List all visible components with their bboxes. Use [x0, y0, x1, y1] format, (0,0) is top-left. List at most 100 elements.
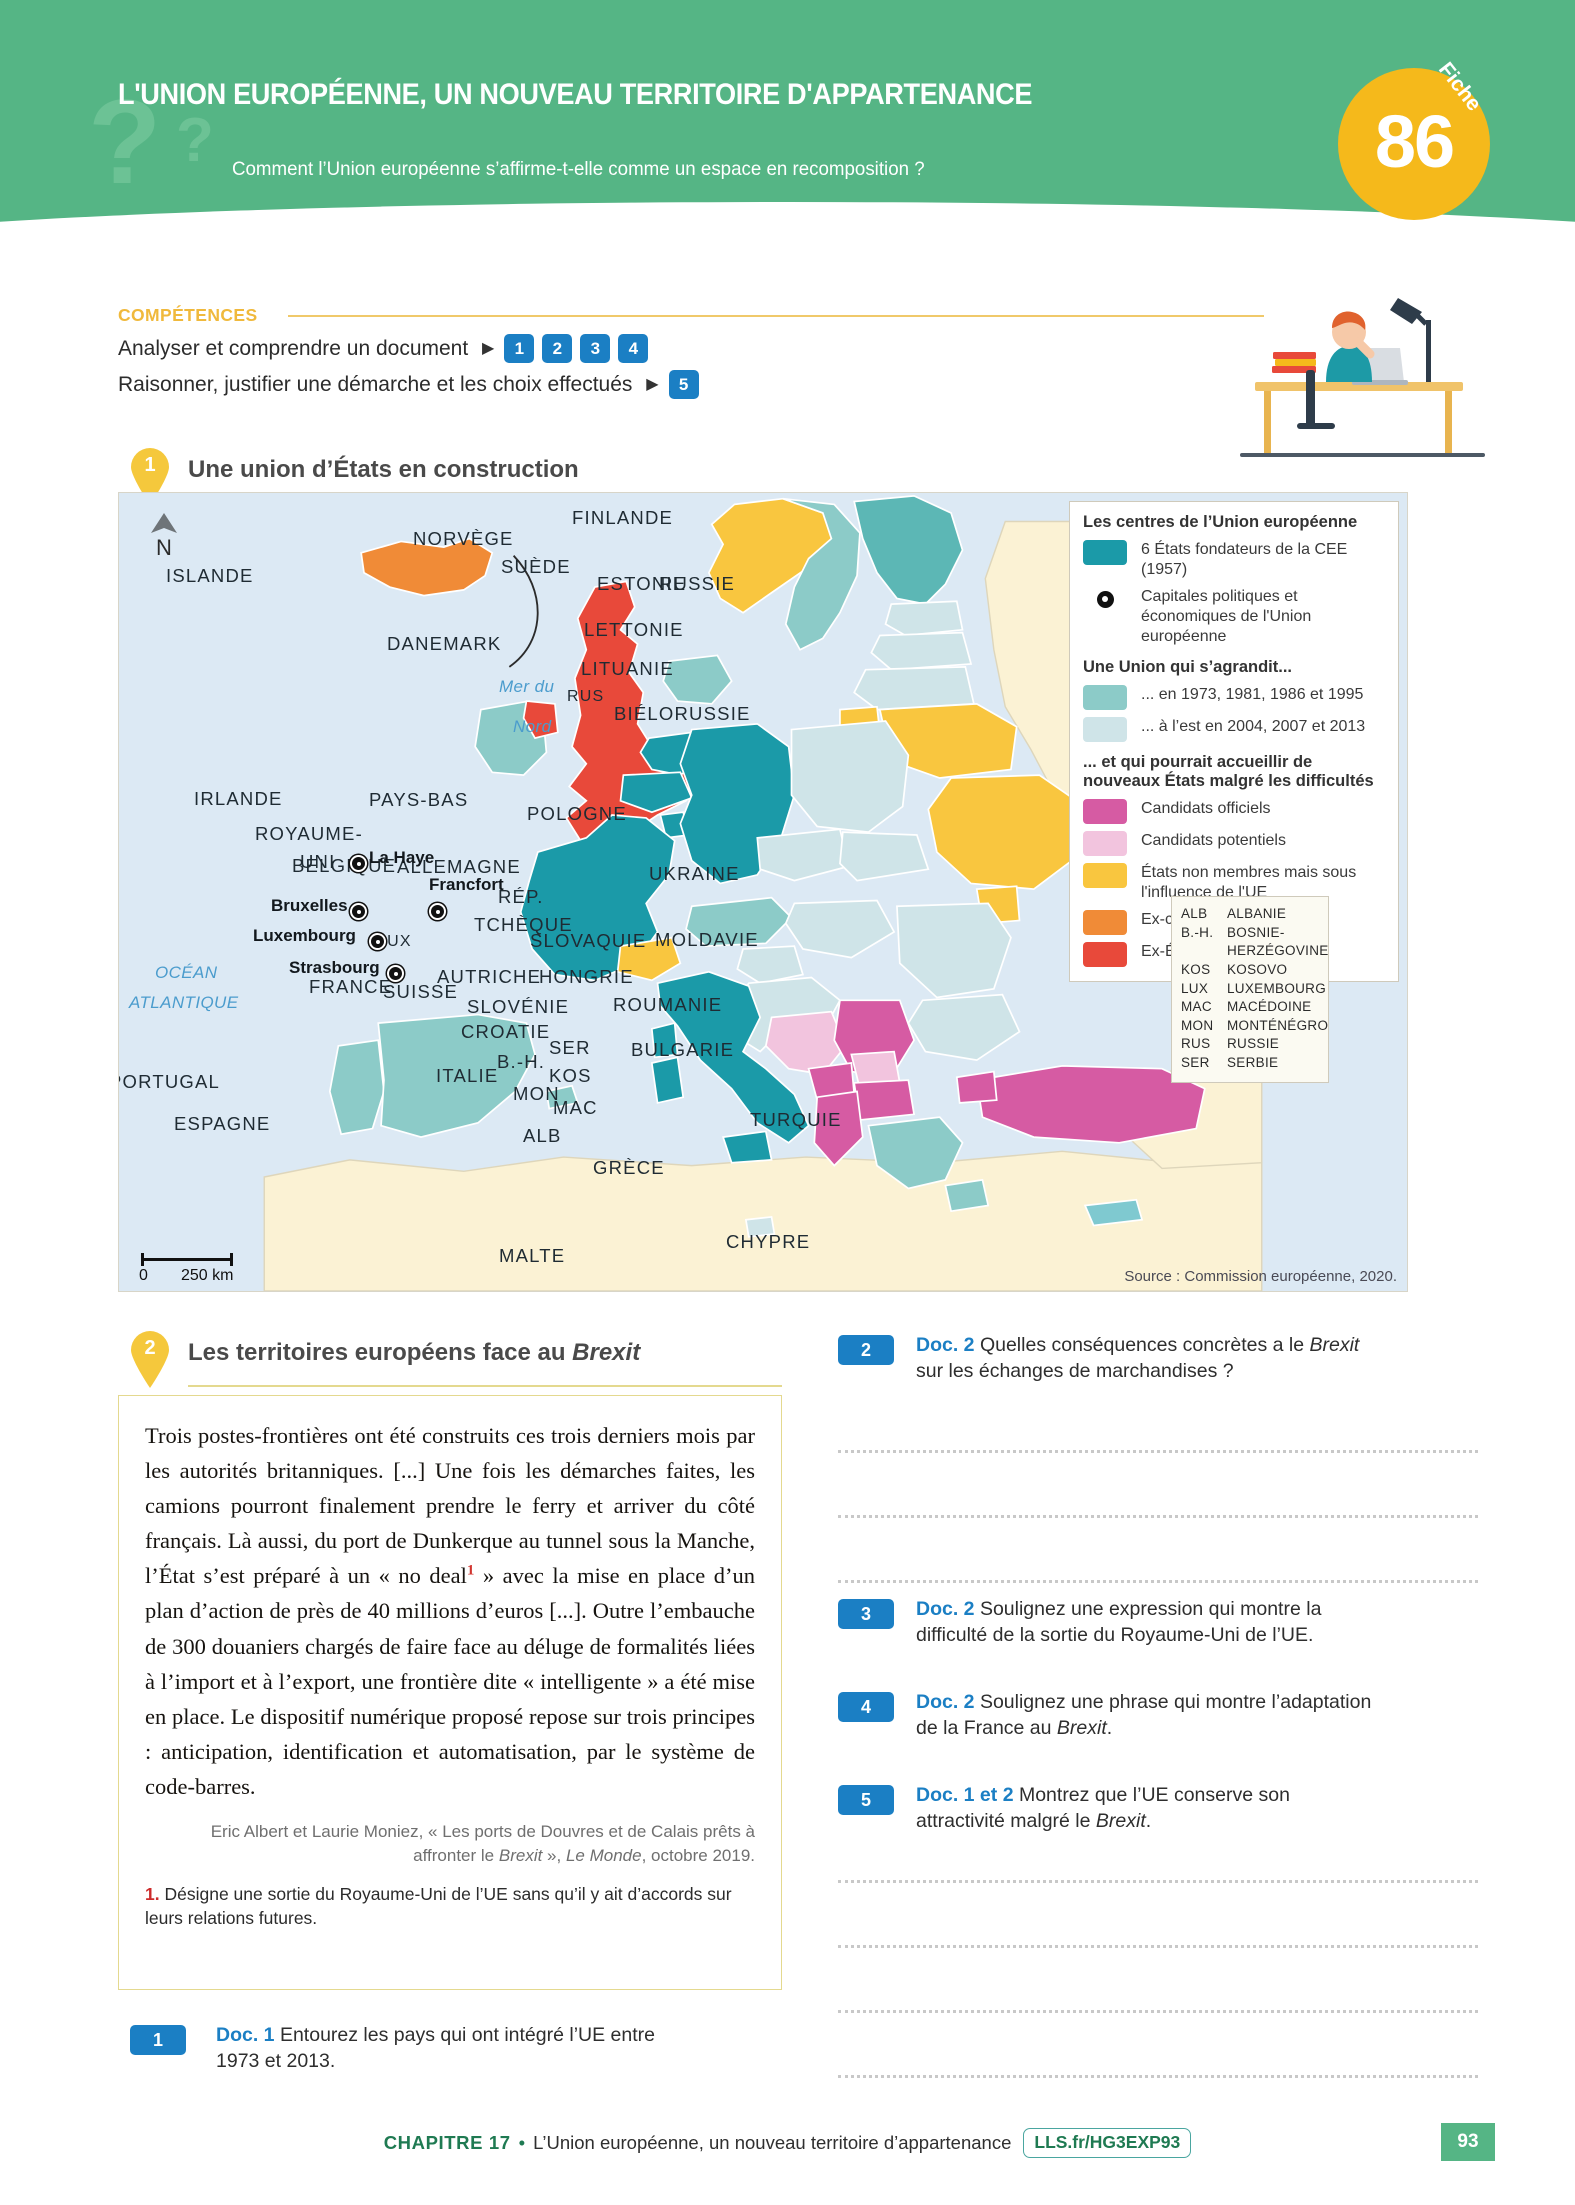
country-label-russie: RUSSIE	[659, 573, 736, 594]
answer-line[interactable]	[838, 2075, 1478, 2078]
country-label-lettonie: LETTONIE	[584, 619, 684, 640]
abbr-row: LUX LUXEMBOURG	[1181, 980, 1326, 999]
country-label-mac: MAC	[553, 1097, 598, 1118]
competence-badge-1[interactable]: 1	[504, 334, 535, 363]
answer-line[interactable]	[838, 1945, 1478, 1948]
triangle-icon: ▶	[646, 376, 659, 393]
abbr-code: B.-H.	[1181, 924, 1214, 940]
fiche-badge: 86	[1338, 68, 1490, 220]
question-2-body: Quelles conséquences concrètes a le	[974, 1334, 1310, 1356]
question-4-body: Soulignez une phrase qui montre l’adapta…	[916, 1691, 1372, 1739]
abbr-row: ALB ALBANIE	[1181, 905, 1321, 924]
question-5-number[interactable]: 5	[838, 1785, 894, 1815]
pin-marker-icon	[131, 448, 169, 505]
country-label-kos: KOS	[549, 1065, 592, 1086]
abbr-code: RUS	[1181, 1036, 1211, 1052]
doc2-number: 2	[144, 1337, 156, 1359]
doc2-source: Eric Albert et Laurie Moniez, « Les port…	[145, 1820, 755, 1868]
abbr-code: KOS	[1181, 961, 1211, 977]
capital-dot-la-haye	[350, 855, 367, 872]
legend-swatch-1973	[1083, 684, 1127, 710]
capital-dot-strasbourg	[387, 965, 404, 982]
legend-item-candidats-officiels: Candidats officiels	[1083, 799, 1385, 825]
doc2-title-rule	[188, 1385, 782, 1387]
doc2-title-italic: Brexit	[572, 1339, 641, 1366]
answer-line[interactable]	[838, 1580, 1478, 1583]
country-label-pologne: POLOGNE	[527, 803, 627, 824]
legend-label-capitales: Capitales politiques et économiques de l…	[1141, 587, 1312, 645]
map-doc1[interactable]: N Mer du Nord OCÉAN ATLANTIQUE Mer Médit…	[118, 492, 1408, 1292]
capital-label-luxembourg: Luxembourg	[253, 926, 356, 945]
question-2-body2: sur les échanges de marchandises ?	[916, 1359, 1234, 1382]
capital-dot-bruxelles	[350, 903, 367, 920]
answer-line[interactable]	[838, 1450, 1478, 1453]
legend-heading-2: Une Union qui s’agrandit...	[1083, 657, 1293, 676]
answer-line[interactable]	[838, 1880, 1478, 1883]
legend-swatch-candidats-officiels	[1083, 799, 1127, 825]
question-5-body: Montrez que l’UE conserve son attractivi…	[916, 1784, 1290, 1832]
legend-heading-3: ... et qui pourrait accueillir de nouvea…	[1083, 752, 1374, 791]
question-mark-decor-small-icon: ?	[176, 106, 214, 175]
country-label-croatie: CROATIE	[461, 1021, 551, 1042]
doc2-source-italic2: Le Monde	[565, 1845, 642, 1865]
question-4-text: Doc. 2 Soulignez une phrase qui montre l…	[916, 1690, 1378, 1741]
country-label-france: FRANCE	[309, 976, 393, 997]
doc1-title: Une union d’États en construction	[188, 456, 579, 483]
svg-text:N: N	[156, 535, 172, 560]
header-curve-decor	[0, 202, 1575, 252]
north-arrow-icon: N	[151, 513, 177, 560]
question-2-italic: Brexit	[1309, 1334, 1360, 1356]
legend-item-candidats-potentiels: Candidats potentiels	[1083, 831, 1385, 857]
abbr-row: B.-H. BOSNIE-HERZÉGOVINE	[1181, 924, 1328, 961]
competence-badge-5[interactable]: 5	[668, 370, 699, 399]
doc2-paragraph-part1: Trois postes-frontières ont été construi…	[145, 1423, 755, 1589]
abbr-row: SER SERBIE	[1181, 1054, 1321, 1073]
answer-line[interactable]	[838, 2010, 1478, 2013]
country-label-royaume-uni-2: UNI	[300, 851, 336, 872]
doc2-title-prefix: Les territoires européens face au	[188, 1339, 573, 1366]
question-1-number[interactable]: 1	[130, 2025, 186, 2055]
country-label-lituanie: LITUANIE	[581, 658, 674, 679]
question-2-docref: Doc. 2	[916, 1334, 975, 1356]
abbr-name: MONTÉNÉGRO	[1227, 1017, 1329, 1033]
competences-label: COMPÉTENCES	[118, 305, 258, 325]
competence-badge-4[interactable]: 4	[618, 334, 649, 363]
abbr-row: MON MONTÉNÉGRO	[1181, 1017, 1328, 1036]
country-label-slovaquie: SLOVAQUIE	[530, 930, 647, 951]
legend-label-fondateurs: 6 États fondateurs de la CEE (1957)	[1141, 540, 1348, 578]
sea-label-mer-du-nord-2: Nord	[513, 717, 552, 736]
question-3-docref: Doc. 2	[916, 1598, 975, 1620]
country-label-hongrie: HONGRIE	[539, 966, 634, 987]
map-source: Source : Commission européenne, 2020.	[1124, 1268, 1397, 1285]
competence-badge-3[interactable]: 3	[580, 334, 611, 363]
question-1-text: Doc. 1 Entourez les pays qui ont intégré…	[216, 2023, 686, 2074]
legend-item-fondateurs: 6 États fondateurs de la CEE (1957)	[1083, 539, 1385, 580]
footer-chapter: CHAPITRE 17	[383, 2132, 511, 2153]
question-4-number[interactable]: 4	[838, 1692, 894, 1722]
abbr-code: SER	[1181, 1055, 1210, 1070]
page-header: ? ? L'UNION EUROPÉENNE, UN NOUVEAU TERRI…	[0, 0, 1575, 252]
doc2-source-part3: , octobre 2019.	[641, 1845, 755, 1865]
country-label-bulgarie: BULGARIE	[631, 1039, 735, 1060]
footnote-marker: 1	[466, 1562, 475, 1579]
country-label-turquie: TURQUIE	[750, 1109, 842, 1130]
legend-label-2004: ... à l’est en 2004, 2007 et 2013	[1141, 717, 1366, 735]
sea-label-mer-du-nord-1: Mer du	[499, 677, 555, 696]
country-label-chypre: CHYPRE	[726, 1231, 811, 1252]
abbr-name: RUSSIE	[1227, 1036, 1280, 1052]
competence-badge-2[interactable]: 2	[542, 334, 573, 363]
question-5-body2: .	[1145, 1809, 1152, 1832]
doc2-source-part1: Eric Albert et Laurie Moniez, « Les port…	[210, 1822, 755, 1865]
map-scale-bar: 0 250 km	[139, 1253, 233, 1284]
country-label-portugal: PORTUGAL	[118, 1071, 221, 1092]
page-title: L'UNION EUROPÉENNE, UN NOUVEAU TERRITOIR…	[118, 78, 1033, 111]
triangle-icon: ▶	[482, 340, 495, 357]
question-2-number[interactable]: 2	[838, 1335, 894, 1365]
question-3-number[interactable]: 3	[838, 1599, 894, 1629]
country-label-norvege: NORVÈGE	[413, 528, 514, 549]
answer-line[interactable]	[838, 1515, 1478, 1518]
doc1-number: 1	[144, 454, 156, 476]
doc2-title: Les territoires européens face au Brexit	[188, 1339, 640, 1367]
country-label-malte: MALTE	[499, 1245, 566, 1266]
footer-url-badge[interactable]: LLS.fr/HG3EXP93	[1023, 2128, 1192, 2158]
